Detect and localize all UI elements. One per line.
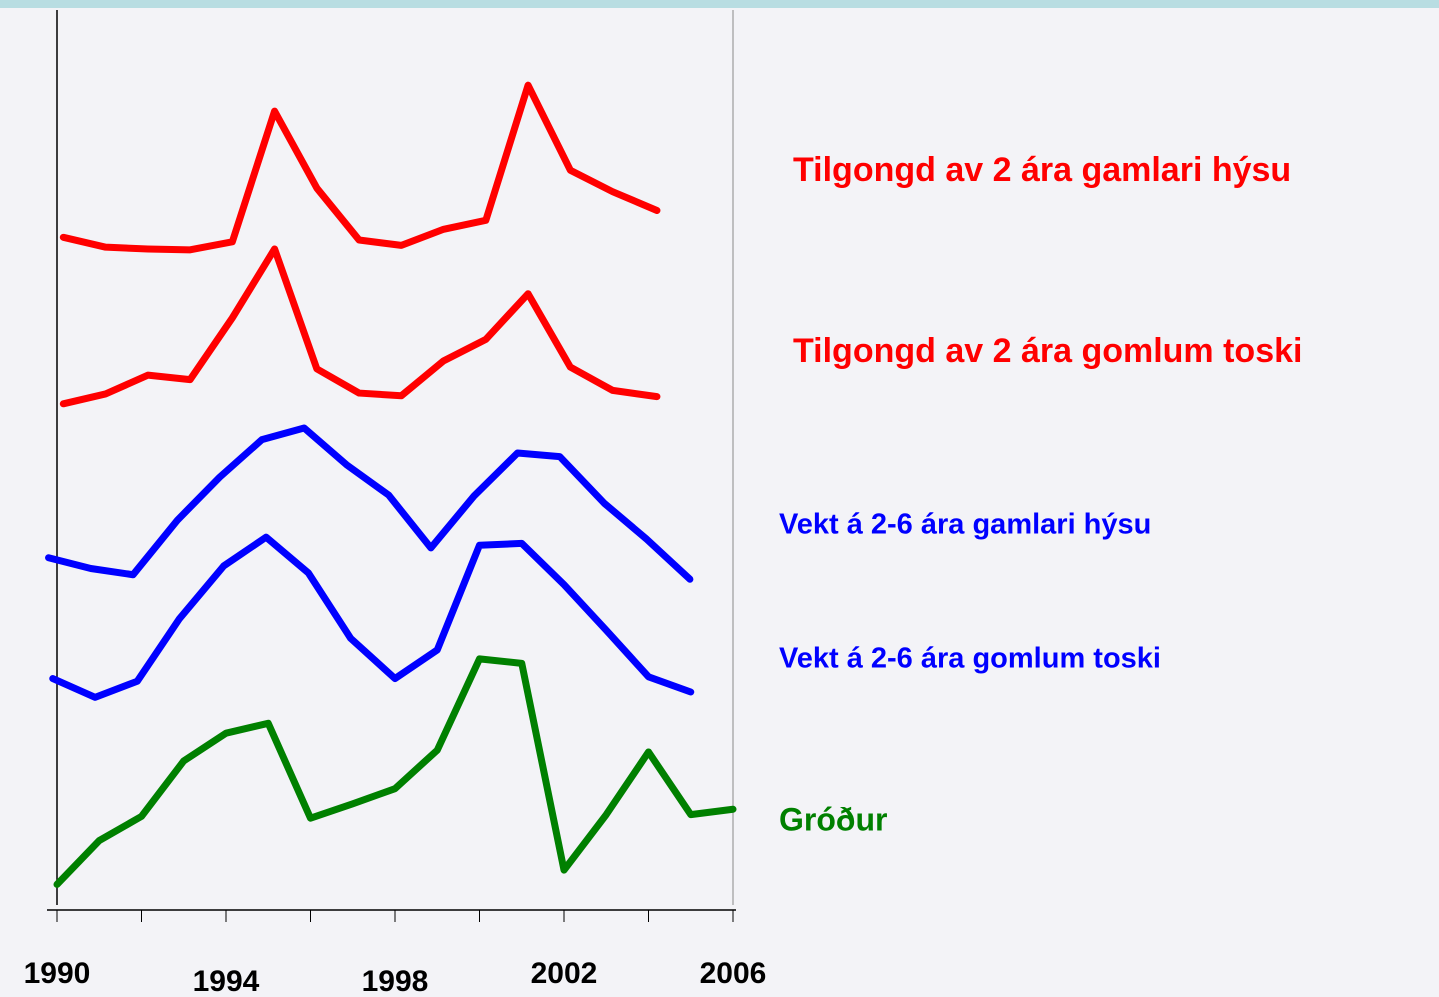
- series-label: Tilgongd av 2 ára gomlum toski: [793, 332, 1302, 370]
- series-label: Gróður: [779, 801, 887, 837]
- series-line: [49, 533, 695, 701]
- series-label: Tilgongd av 2 ára gamlari hýsu: [793, 151, 1291, 189]
- top-band: [0, 0, 1439, 8]
- x-tick-label: 2002: [531, 957, 598, 990]
- x-tick-label: 1998: [362, 965, 429, 997]
- x-tick-label: 1994: [193, 965, 260, 997]
- x-tick-label: 2006: [700, 957, 767, 990]
- series-label: Vekt á 2-6 ára gomlum toski: [779, 643, 1161, 675]
- series-line: [45, 424, 694, 583]
- series-label: Vekt á 2-6 ára gamlari hýsu: [779, 509, 1151, 541]
- series-line: [53, 655, 737, 888]
- series-line: [59, 81, 661, 254]
- x-tick-label: 1990: [24, 957, 91, 990]
- series-line: [59, 245, 661, 408]
